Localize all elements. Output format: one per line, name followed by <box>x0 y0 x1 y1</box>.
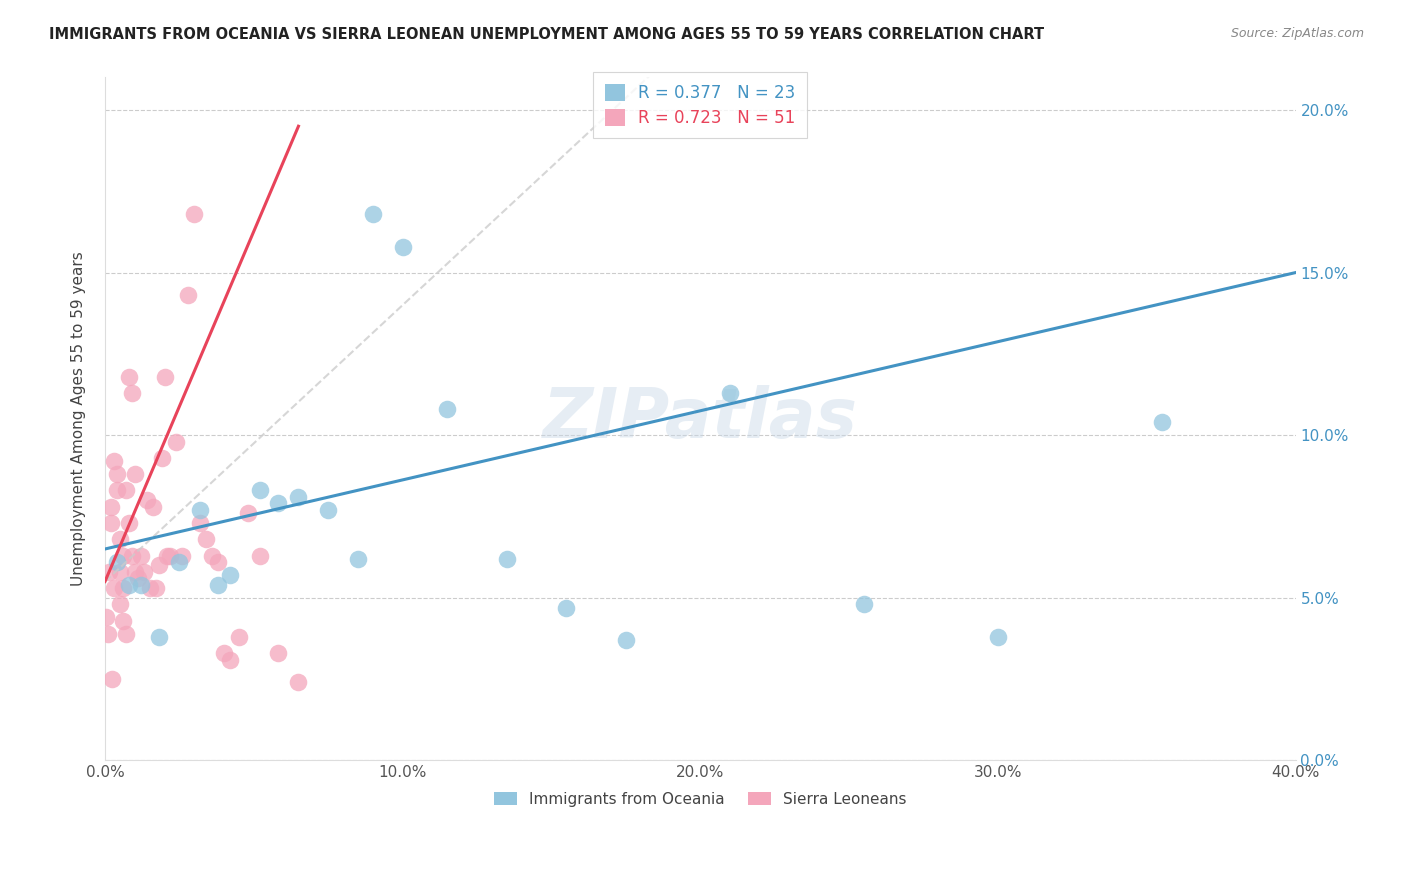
Point <box>114 483 136 498</box>
Point <box>207 555 229 569</box>
Point <box>614 633 637 648</box>
Text: IMMIGRANTS FROM OCEANIA VS SIERRA LEONEAN UNEMPLOYMENT AMONG AGES 55 TO 59 YEARS: IMMIGRANTS FROM OCEANIA VS SIERRA LEONEA… <box>49 27 1045 42</box>
Point <box>103 454 125 468</box>
Text: Source: ZipAtlas.com: Source: ZipAtlas.com <box>1230 27 1364 40</box>
Point <box>132 565 155 579</box>
Point <box>148 558 170 573</box>
Point <box>111 581 134 595</box>
Point <box>853 597 876 611</box>
Point <box>135 493 157 508</box>
Point <box>105 483 128 498</box>
Point <box>219 568 242 582</box>
Point <box>118 516 141 530</box>
Point <box>201 549 224 563</box>
Point <box>98 565 121 579</box>
Point <box>391 239 413 253</box>
Point <box>108 597 131 611</box>
Point <box>124 467 146 482</box>
Point <box>97 626 120 640</box>
Point <box>183 207 205 221</box>
Point <box>129 549 152 563</box>
Point <box>228 630 250 644</box>
Point <box>347 551 370 566</box>
Point <box>266 496 288 510</box>
Point <box>108 533 131 547</box>
Point <box>165 434 187 449</box>
Point <box>156 549 179 563</box>
Point <box>266 646 288 660</box>
Point <box>145 581 167 595</box>
Point <box>118 369 141 384</box>
Point <box>105 467 128 482</box>
Point <box>159 549 181 563</box>
Point <box>987 630 1010 644</box>
Text: ZIPatlas: ZIPatlas <box>543 385 858 452</box>
Point <box>188 503 211 517</box>
Point <box>103 581 125 595</box>
Point <box>287 490 309 504</box>
Point <box>142 500 165 514</box>
Point <box>114 626 136 640</box>
Point <box>150 450 173 465</box>
Point <box>316 503 339 517</box>
Point <box>718 385 741 400</box>
Point <box>188 516 211 530</box>
Point <box>100 516 122 530</box>
Point <box>555 600 578 615</box>
Point <box>121 549 143 563</box>
Point <box>121 385 143 400</box>
Point <box>111 614 134 628</box>
Point <box>108 565 131 579</box>
Point <box>153 369 176 384</box>
Point <box>127 571 149 585</box>
Point <box>195 533 218 547</box>
Point <box>177 288 200 302</box>
Point <box>249 549 271 563</box>
Point <box>118 578 141 592</box>
Point <box>148 630 170 644</box>
Point <box>495 551 517 566</box>
Legend: Immigrants from Oceania, Sierra Leoneans: Immigrants from Oceania, Sierra Leoneans <box>486 784 914 814</box>
Point <box>138 581 160 595</box>
Point <box>212 646 235 660</box>
Point <box>236 506 259 520</box>
Point <box>111 549 134 563</box>
Point <box>96 610 118 624</box>
Point <box>287 675 309 690</box>
Point <box>124 565 146 579</box>
Point <box>172 549 194 563</box>
Point <box>101 672 124 686</box>
Y-axis label: Unemployment Among Ages 55 to 59 years: Unemployment Among Ages 55 to 59 years <box>72 252 86 586</box>
Point <box>169 555 191 569</box>
Point <box>249 483 271 498</box>
Point <box>129 578 152 592</box>
Point <box>105 555 128 569</box>
Point <box>219 652 242 666</box>
Point <box>361 207 384 221</box>
Point <box>1150 415 1173 429</box>
Point <box>100 500 122 514</box>
Point <box>207 578 229 592</box>
Point <box>436 402 458 417</box>
